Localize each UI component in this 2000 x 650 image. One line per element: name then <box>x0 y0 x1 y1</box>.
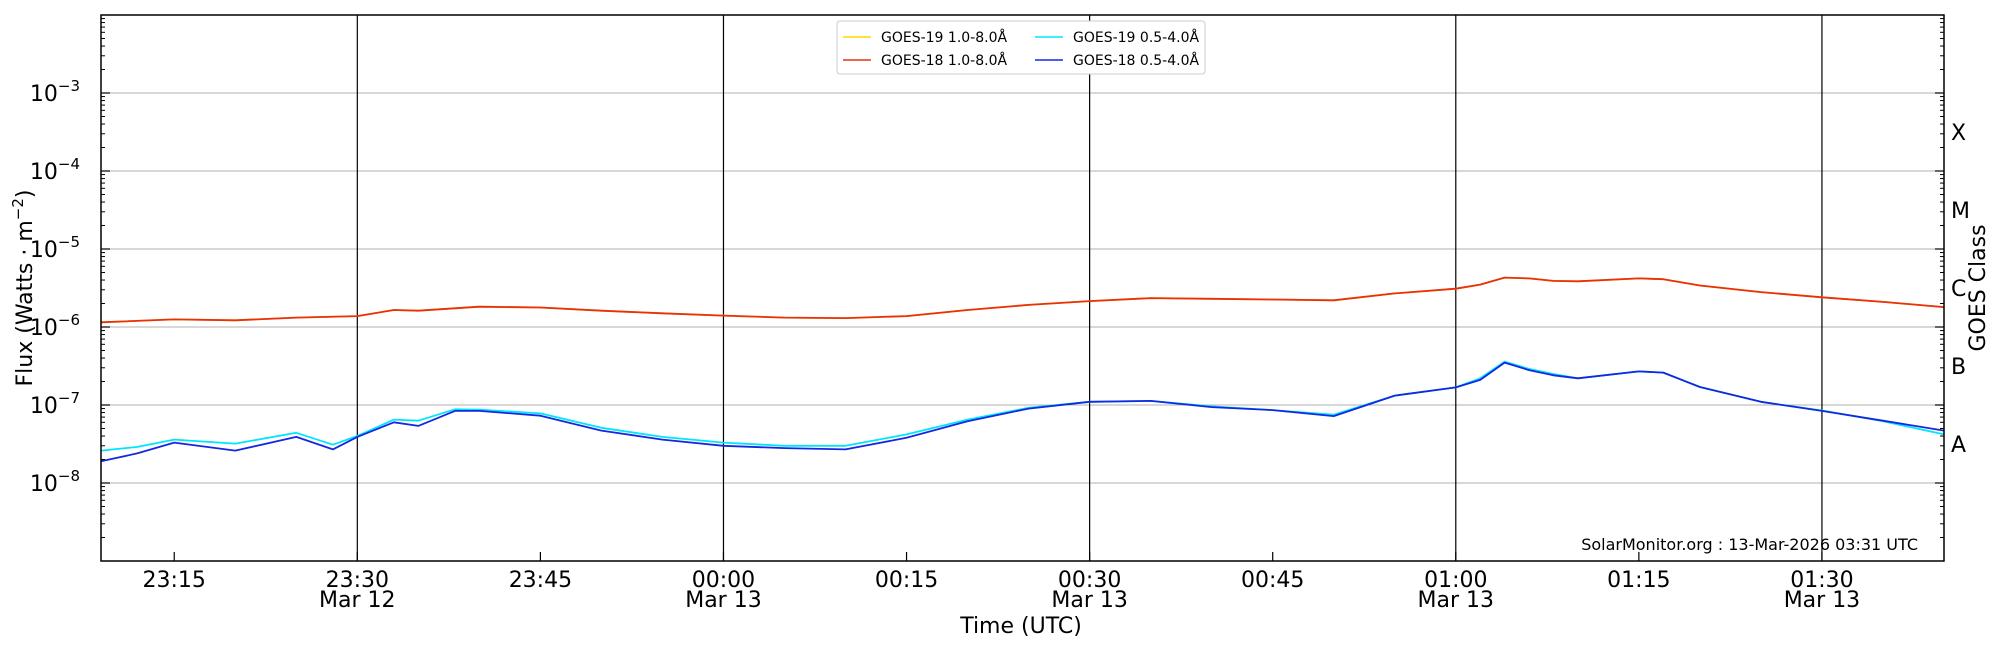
goes-class-x: X <box>1951 121 1966 146</box>
y-tick-label-0: 10−8 <box>30 467 80 497</box>
legend-label-goes19-short: GOES-19 0.5-4.0Å <box>1073 29 1199 46</box>
legend-box <box>836 20 1206 75</box>
vertical-lines <box>356 15 1823 561</box>
goes-class-c: C <box>1951 277 1966 302</box>
x-tick-label-2: 23:45 <box>509 568 572 593</box>
y-tick-label-5: 10−3 <box>30 77 80 107</box>
x-tick-label-6: 00:45 <box>1241 568 1304 593</box>
x-tick-date-3: Mar 13 <box>685 588 762 613</box>
x-tick-label-0: 23:15 <box>143 568 206 593</box>
credit-text: SolarMonitor.org : 13-Mar-2026 03:31 UTC <box>1581 535 1918 554</box>
x-tick-date-5: Mar 13 <box>1051 588 1128 613</box>
goes-class-labels: A B C M X <box>1951 121 1970 458</box>
legend: GOES-19 1.0-8.0Å GOES-18 1.0-8.0Å GOES-1… <box>836 20 1206 75</box>
plot-frame <box>100 14 1945 562</box>
x-tick-label-1: 23:30 <box>326 568 389 593</box>
y-tick-label-3: 10−5 <box>30 233 80 263</box>
x-tick-label-8: 01:15 <box>1607 568 1670 593</box>
goes-class-m: M <box>1951 199 1970 224</box>
legend-label-goes18-long: GOES-18 1.0-8.0Å <box>881 52 1007 69</box>
x-tick-date-9: Mar 13 <box>1784 588 1861 613</box>
grid-layer <box>101 92 1944 484</box>
goes-class-a: A <box>1951 433 1966 458</box>
series-layer <box>100 276 1945 463</box>
x-tick-label-3: 00:00 <box>692 568 755 593</box>
x-axis-label: Time (UTC) <box>959 614 1082 639</box>
y-axis-ticks: 10−8 10−7 10−6 10−5 10−4 10−3 <box>30 18 1944 539</box>
x-tick-label-7: 01:00 <box>1424 568 1487 593</box>
x-tick-label-5: 00:30 <box>1058 568 1121 593</box>
y-tick-label-1: 10−7 <box>30 389 80 419</box>
y-axis-label-close: ) <box>13 190 38 199</box>
x-tick-label-4: 00:15 <box>875 568 938 593</box>
x-tick-date-7: Mar 13 <box>1418 588 1495 613</box>
y-axis-label: Flux (Watts · m−2) <box>9 190 38 387</box>
y-axis-label-main: Flux (Watts · m <box>13 220 38 386</box>
y-axis-label-exponent: −2 <box>9 198 27 220</box>
plot-area <box>101 15 1944 561</box>
x-tick-label-9: 01:30 <box>1790 568 1853 593</box>
goes-class-b: B <box>1951 355 1966 380</box>
legend-label-goes18-short: GOES-18 0.5-4.0Å <box>1073 52 1199 69</box>
series-line-3 <box>100 361 1945 463</box>
y-tick-label-2: 10−6 <box>30 311 80 341</box>
x-tick-date-1: Mar 12 <box>319 588 396 613</box>
series-line-1 <box>100 276 1945 324</box>
right-axis-label: GOES Class <box>1966 224 1991 351</box>
y-tick-label-4: 10−4 <box>30 155 80 185</box>
legend-label-goes19-long: GOES-19 1.0-8.0Å <box>881 29 1007 46</box>
